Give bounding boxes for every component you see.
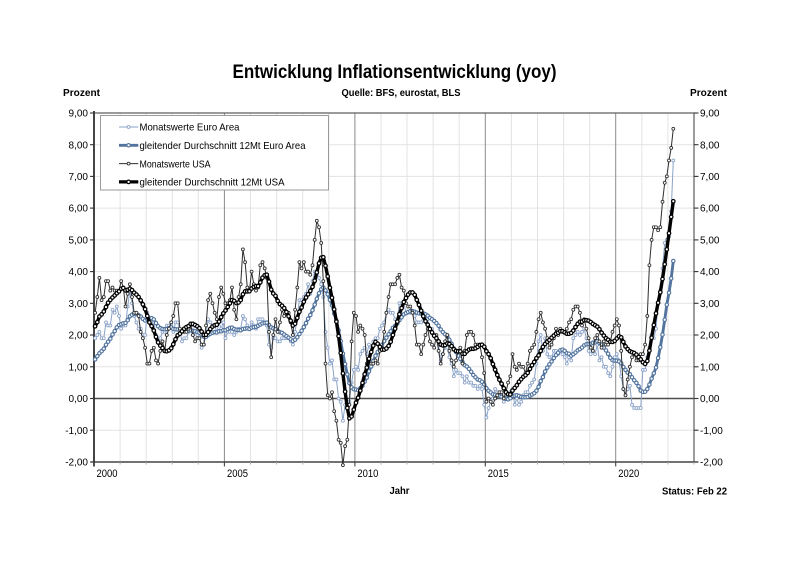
svg-text:5,00: 5,00 [700, 236, 720, 247]
svg-text:2010: 2010 [357, 468, 378, 480]
svg-text:gleitender Durchschnitt 12Mt E: gleitender Durchschnitt 12Mt Euro Area [140, 140, 306, 152]
svg-text:Prozent: Prozent [690, 87, 727, 99]
svg-text:2005: 2005 [227, 468, 248, 480]
svg-text:8,00: 8,00 [69, 140, 89, 151]
svg-text:Quelle: BFS, eurostat, BLS: Quelle: BFS, eurostat, BLS [342, 87, 461, 99]
svg-text:4,00: 4,00 [700, 267, 720, 278]
svg-text:3,00: 3,00 [69, 299, 89, 310]
svg-text:9,00: 9,00 [69, 109, 89, 120]
svg-text:4,00: 4,00 [69, 267, 89, 278]
svg-text:-2,00: -2,00 [65, 458, 88, 469]
svg-text:1,00: 1,00 [69, 362, 89, 373]
svg-text:Prozent: Prozent [63, 87, 100, 99]
svg-text:-1,00: -1,00 [700, 426, 723, 437]
svg-text:2000: 2000 [97, 468, 118, 480]
svg-text:5,00: 5,00 [69, 236, 89, 247]
svg-text:6,00: 6,00 [700, 204, 720, 215]
svg-text:7,00: 7,00 [700, 172, 720, 183]
svg-text:Monatswerte Euro Area: Monatswerte Euro Area [140, 122, 240, 134]
svg-text:-1,00: -1,00 [65, 426, 88, 437]
svg-text:7,00: 7,00 [69, 172, 89, 183]
svg-text:2,00: 2,00 [700, 331, 720, 342]
svg-text:Status: Feb 22: Status: Feb 22 [662, 486, 727, 498]
svg-text:6,00: 6,00 [69, 204, 89, 215]
svg-text:Monatswerte USA: Monatswerte USA [140, 158, 211, 170]
svg-text:1,00: 1,00 [700, 362, 720, 373]
svg-text:Jahr: Jahr [390, 485, 410, 497]
svg-text:Entwicklung Inflationsentwickl: Entwicklung Inflationsentwicklung (yoy) [233, 62, 557, 83]
svg-text:-2,00: -2,00 [700, 458, 723, 469]
svg-text:8,00: 8,00 [700, 140, 720, 151]
svg-text:9,00: 9,00 [700, 109, 720, 120]
svg-text:0,00: 0,00 [69, 394, 89, 405]
svg-text:0,00: 0,00 [700, 394, 720, 405]
svg-text:2015: 2015 [488, 468, 509, 480]
svg-text:2020: 2020 [618, 468, 639, 480]
svg-text:3,00: 3,00 [700, 299, 720, 310]
svg-text:gleitender Durchschnitt 12Mt U: gleitender Durchschnitt 12Mt USA [140, 177, 285, 189]
svg-text:2,00: 2,00 [69, 331, 89, 342]
